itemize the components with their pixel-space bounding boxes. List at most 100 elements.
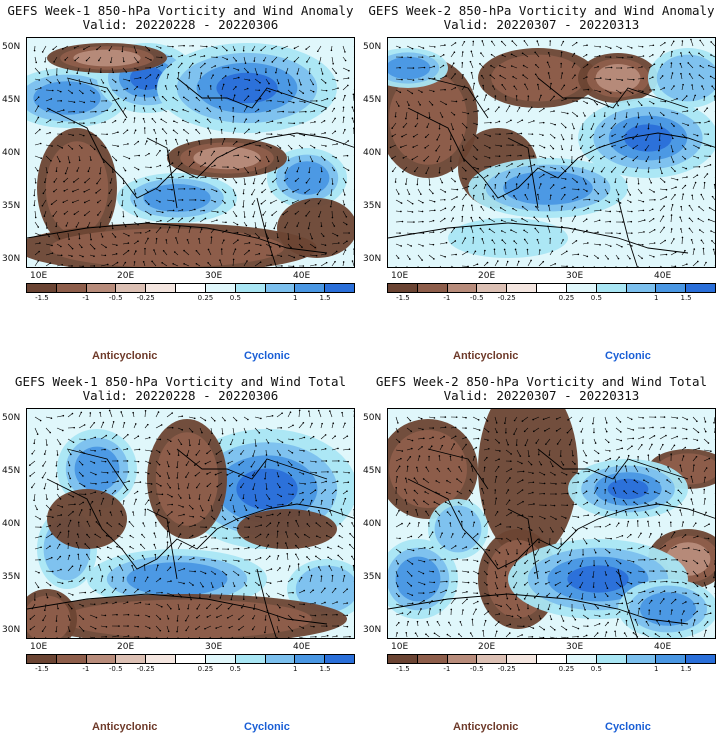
colorbar-swatch	[325, 655, 354, 663]
cyclonic-legend: Cyclonic	[244, 721, 290, 733]
lat-label: 35N	[2, 201, 21, 211]
colorbar-swatch	[116, 284, 147, 292]
lon-label: 30E	[566, 271, 584, 281]
colorbar-swatch	[235, 284, 266, 292]
colorbar-swatch	[176, 284, 206, 292]
lat-label: 35N	[363, 572, 382, 582]
colorbar-tick-label: 0.25	[558, 665, 575, 673]
colorbar-tick-label: -0.5	[469, 665, 484, 673]
colorbar-tick-label: 0.25	[197, 665, 214, 673]
colorbar	[387, 654, 716, 664]
lon-label: 40E	[293, 642, 311, 652]
lon-label: 40E	[654, 642, 672, 652]
anticyclonic-legend: Anticyclonic	[92, 721, 158, 733]
anticyclonic-legend: Anticyclonic	[453, 350, 519, 362]
colorbar-tick-label: -0.25	[136, 665, 155, 673]
lat-label: 50N	[363, 413, 382, 423]
panel-week1-anomaly: GEFS Week-1 850-hPa Vorticity and Wind A…	[0, 0, 361, 371]
colorbar-tick-label: 0.5	[590, 665, 602, 673]
colorbar-tick-label: 1.5	[319, 294, 331, 302]
panel-week2-total: GEFS Week-2 850-hPa Vorticity and Wind T…	[361, 371, 722, 742]
colorbar-tick-label: -0.25	[497, 294, 516, 302]
cyclonic-legend: Cyclonic	[244, 350, 290, 362]
panel-title: GEFS Week-1 850-hPa Vorticity and Wind A…	[7, 3, 354, 18]
lon-label: 20E	[478, 642, 496, 652]
vorticity-map	[26, 37, 355, 268]
colorbar-swatch	[265, 284, 296, 292]
colorbar-tick-label: 0.5	[229, 294, 241, 302]
colorbar-swatch	[176, 655, 206, 663]
colorbar-swatch	[537, 655, 567, 663]
lat-label: 30N	[363, 625, 382, 635]
lat-label: 40N	[363, 148, 382, 158]
colorbar-swatch	[417, 655, 448, 663]
lon-label: 10E	[391, 271, 409, 281]
lat-label: 50N	[2, 413, 21, 423]
lon-label: 10E	[30, 271, 48, 281]
colorbar-swatch	[566, 655, 597, 663]
colorbar-swatch	[656, 284, 687, 292]
colorbar-swatch	[477, 655, 508, 663]
colorbar-swatch	[447, 655, 478, 663]
colorbar-tick-label: 0.25	[558, 294, 575, 302]
lon-label: 40E	[654, 271, 672, 281]
vorticity-field	[388, 409, 715, 638]
lon-label: 10E	[30, 642, 48, 652]
lat-label: 35N	[363, 201, 382, 211]
vorticity-map	[387, 408, 716, 639]
colorbar-swatch	[325, 284, 354, 292]
colorbar-tick-label: -1	[82, 294, 90, 302]
colorbar-swatch	[507, 284, 538, 292]
lat-label: 50N	[2, 42, 21, 52]
colorbar-swatch	[537, 284, 567, 292]
lat-label: 30N	[363, 254, 382, 264]
panel-week1-total: GEFS Week-1 850-hPa Vorticity and Wind T…	[0, 371, 361, 742]
colorbar-tick-label: -1.5	[35, 294, 49, 302]
colorbar-tick-label: 1	[653, 665, 659, 673]
colorbar-swatch	[205, 655, 236, 663]
lon-label: 10E	[391, 642, 409, 652]
colorbar-tick-label: 1.5	[680, 665, 692, 673]
colorbar	[26, 654, 355, 664]
anticyclonic-legend: Anticyclonic	[92, 350, 158, 362]
lat-label: 40N	[363, 519, 382, 529]
colorbar-swatch	[686, 284, 715, 292]
panel-title: GEFS Week-1 850-hPa Vorticity and Wind T…	[14, 374, 347, 389]
vorticity-field	[27, 409, 354, 638]
colorbar-tick-label: 1	[653, 294, 659, 302]
colorbar-tick-label: -1.5	[35, 665, 49, 673]
colorbar-tick-label: 0.25	[197, 294, 214, 302]
colorbar-swatch	[447, 284, 478, 292]
colorbar-swatch	[295, 284, 326, 292]
lat-label: 45N	[2, 466, 21, 476]
panel-valid-dates: Valid: 20220307 - 20220313	[443, 388, 640, 403]
colorbar-swatch	[86, 655, 117, 663]
colorbar-tick-label: 1.5	[680, 294, 692, 302]
colorbar-swatch	[388, 284, 418, 292]
colorbar-swatch	[417, 284, 448, 292]
colorbar-swatch	[596, 655, 627, 663]
colorbar-swatch	[626, 284, 657, 292]
colorbar-swatch	[27, 284, 57, 292]
colorbar-swatch	[477, 284, 508, 292]
vorticity-field	[27, 38, 354, 267]
panel-valid-dates: Valid: 20220228 - 20220306	[82, 388, 279, 403]
colorbar-swatch	[56, 284, 87, 292]
lat-label: 50N	[363, 42, 382, 52]
colorbar-swatch	[626, 655, 657, 663]
panel-valid-dates: Valid: 20220307 - 20220313	[443, 17, 640, 32]
anticyclonic-legend: Anticyclonic	[453, 721, 519, 733]
colorbar-swatch	[566, 284, 597, 292]
lat-label: 35N	[2, 572, 21, 582]
colorbar-swatch	[205, 284, 236, 292]
cyclonic-legend: Cyclonic	[605, 721, 651, 733]
colorbar-tick-label: -0.5	[469, 294, 484, 302]
colorbar-swatch	[146, 284, 177, 292]
colorbar-swatch	[265, 655, 296, 663]
colorbar-swatch	[388, 655, 418, 663]
lat-label: 45N	[363, 95, 382, 105]
panel-week2-anomaly: GEFS Week-2 850-hPa Vorticity and Wind A…	[361, 0, 722, 371]
lon-label: 30E	[205, 642, 223, 652]
lon-label: 40E	[293, 271, 311, 281]
colorbar-tick-label: 1	[292, 665, 298, 673]
